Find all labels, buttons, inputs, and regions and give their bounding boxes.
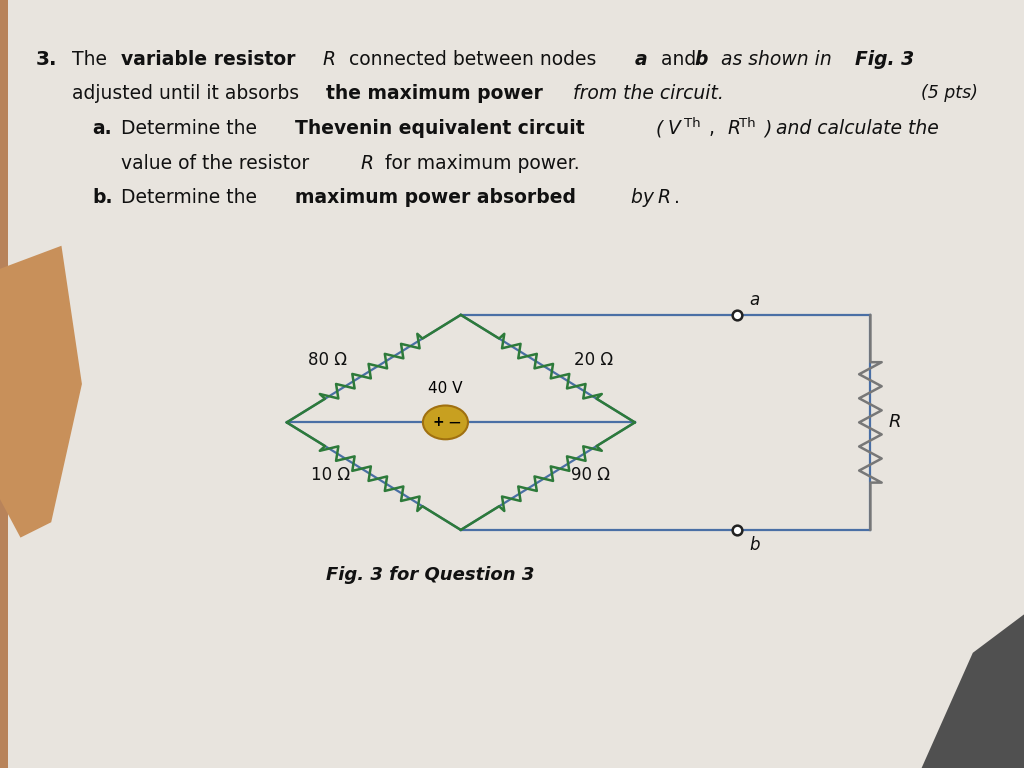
- Polygon shape: [8, 0, 1024, 768]
- Text: Fig. 3: Fig. 3: [855, 50, 914, 69]
- Text: R: R: [317, 50, 337, 69]
- Circle shape: [423, 406, 468, 439]
- Text: +: +: [432, 415, 444, 429]
- Text: b.: b.: [92, 188, 113, 207]
- Text: V: V: [668, 119, 681, 138]
- Text: ): ): [764, 119, 777, 138]
- Text: b: b: [750, 536, 760, 554]
- Text: (5 pts): (5 pts): [921, 84, 978, 102]
- Polygon shape: [922, 614, 1024, 768]
- Text: Th: Th: [739, 117, 756, 130]
- Text: a.: a.: [92, 119, 112, 138]
- Polygon shape: [0, 0, 8, 768]
- Text: variable resistor: variable resistor: [121, 50, 295, 69]
- Text: −: −: [447, 413, 462, 432]
- Text: maximum power absorbed: maximum power absorbed: [295, 188, 575, 207]
- Text: by: by: [625, 188, 659, 207]
- Polygon shape: [0, 246, 82, 538]
- Text: a: a: [750, 291, 760, 309]
- Text: .: .: [674, 188, 680, 207]
- Text: Th: Th: [684, 117, 700, 130]
- Text: connected between nodes: connected between nodes: [343, 50, 602, 69]
- Text: the maximum power: the maximum power: [326, 84, 543, 104]
- Text: 90 Ω: 90 Ω: [571, 466, 610, 484]
- Text: 80 Ω: 80 Ω: [308, 351, 347, 369]
- Text: b: b: [694, 50, 708, 69]
- Text: R: R: [657, 188, 671, 207]
- Text: as shown in: as shown in: [715, 50, 838, 69]
- Text: from the circuit.: from the circuit.: [567, 84, 724, 104]
- Text: Determine the: Determine the: [121, 188, 263, 207]
- Text: Fig. 3 for Question 3: Fig. 3 for Question 3: [326, 566, 535, 584]
- Text: ,: ,: [709, 119, 715, 138]
- Text: R: R: [722, 119, 741, 138]
- Text: R: R: [360, 154, 374, 173]
- Text: (: (: [650, 119, 664, 138]
- Text: 10 Ω: 10 Ω: [311, 466, 350, 484]
- Text: Determine the: Determine the: [121, 119, 263, 138]
- Text: value of the resistor: value of the resistor: [121, 154, 315, 173]
- Text: 20 Ω: 20 Ω: [574, 351, 613, 369]
- Text: adjusted until it absorbs: adjusted until it absorbs: [72, 84, 305, 104]
- Text: for maximum power.: for maximum power.: [379, 154, 580, 173]
- Text: 40 V: 40 V: [428, 380, 463, 396]
- Text: a: a: [635, 50, 647, 69]
- Text: R: R: [889, 413, 901, 432]
- Text: and calculate the: and calculate the: [776, 119, 939, 138]
- Text: 3.: 3.: [36, 50, 57, 69]
- Text: Thevenin equivalent circuit: Thevenin equivalent circuit: [295, 119, 585, 138]
- Text: The: The: [72, 50, 113, 69]
- Text: and: and: [655, 50, 702, 69]
